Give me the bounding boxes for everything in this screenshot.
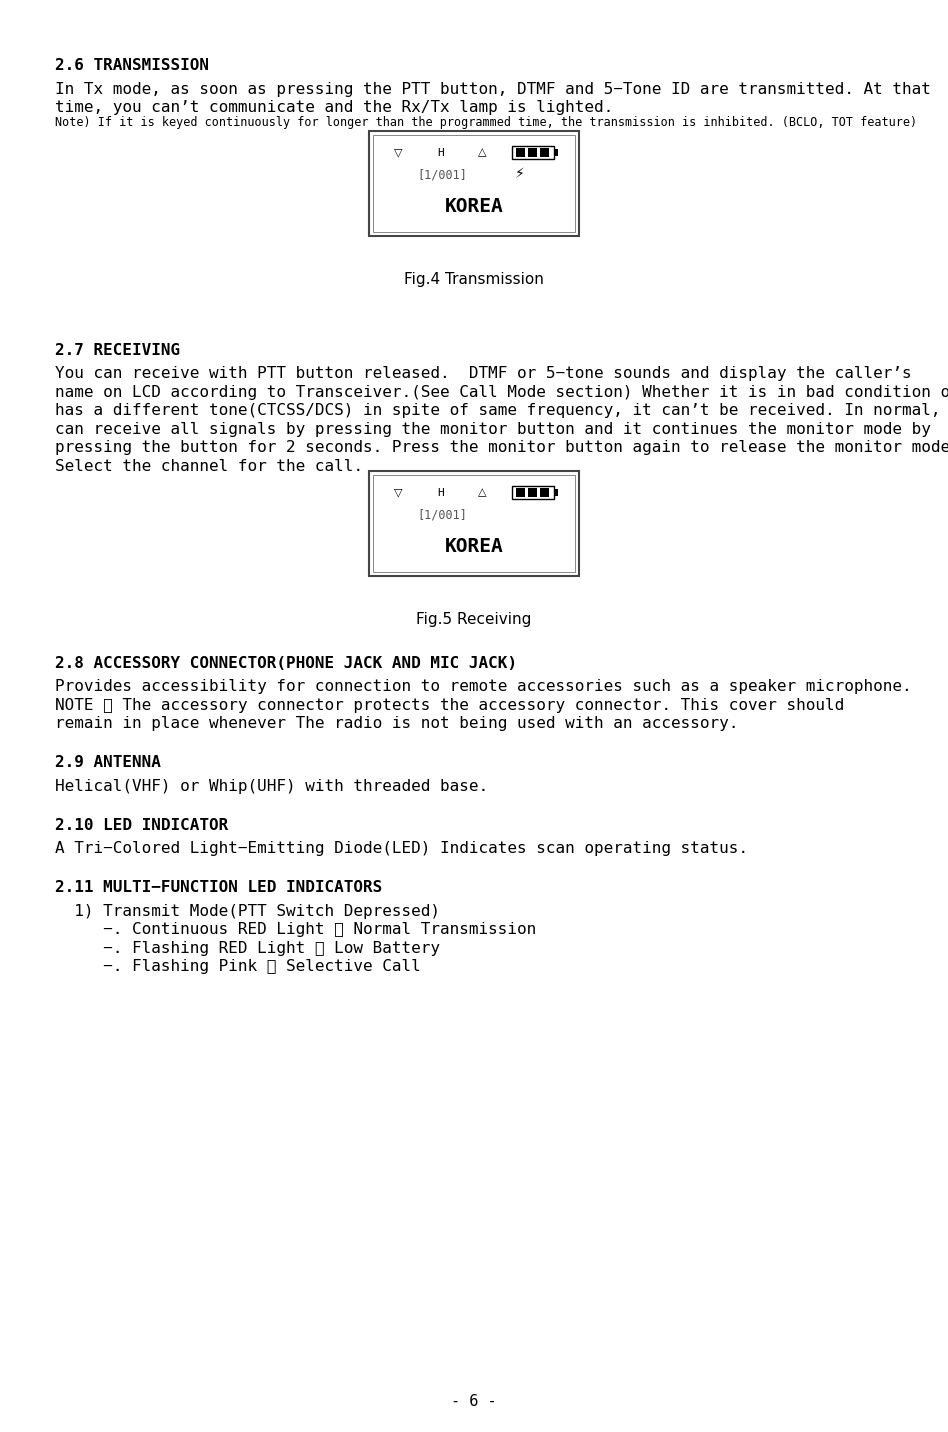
Text: A Tri−Colored Light−Emitting Diode(LED) Indicates scan operating status.: A Tri−Colored Light−Emitting Diode(LED) … bbox=[55, 841, 748, 856]
Text: In Tx mode, as soon as pressing the PTT button, DTMF and 5−Tone ID are transmitt: In Tx mode, as soon as pressing the PTT … bbox=[55, 82, 931, 96]
FancyBboxPatch shape bbox=[539, 488, 549, 497]
Text: remain in place whenever The radio is not being used with an accessory.: remain in place whenever The radio is no… bbox=[55, 716, 738, 730]
Text: 1) Transmit Mode(PTT Switch Depressed): 1) Transmit Mode(PTT Switch Depressed) bbox=[55, 904, 440, 918]
FancyBboxPatch shape bbox=[512, 485, 554, 498]
FancyBboxPatch shape bbox=[554, 488, 557, 495]
Text: NOTE ： The accessory connector protects the accessory connector. This cover shou: NOTE ： The accessory connector protects … bbox=[55, 697, 845, 713]
Text: Helical(VHF) or Whip(UHF) with threaded base.: Helical(VHF) or Whip(UHF) with threaded … bbox=[55, 779, 488, 793]
FancyBboxPatch shape bbox=[528, 488, 537, 497]
Text: time, you can’t communicate and the Rx/Tx lamp is lighted.: time, you can’t communicate and the Rx/T… bbox=[55, 100, 613, 115]
FancyBboxPatch shape bbox=[554, 149, 557, 156]
Text: 2.8 ACCESSORY CONNECTOR(PHONE JACK AND MIC JACK): 2.8 ACCESSORY CONNECTOR(PHONE JACK AND M… bbox=[55, 656, 517, 670]
FancyBboxPatch shape bbox=[369, 130, 579, 235]
Text: △: △ bbox=[478, 487, 486, 497]
Text: KOREA: KOREA bbox=[445, 537, 503, 556]
Text: ▽: ▽ bbox=[394, 147, 403, 158]
Text: △: △ bbox=[478, 147, 486, 158]
Text: −. Continuous RED Light ： Normal Transmission: −. Continuous RED Light ： Normal Transmi… bbox=[55, 922, 537, 937]
FancyBboxPatch shape bbox=[516, 488, 525, 497]
Text: 2.11 MULTI−FUNCTION LED INDICATORS: 2.11 MULTI−FUNCTION LED INDICATORS bbox=[55, 881, 382, 895]
Text: 2.10 LED INDICATOR: 2.10 LED INDICATOR bbox=[55, 818, 228, 832]
Text: 2.9 ANTENNA: 2.9 ANTENNA bbox=[55, 755, 161, 770]
Text: name on LCD according to Transceiver.(See Call Mode section) Whether it is in ba: name on LCD according to Transceiver.(Se… bbox=[55, 385, 948, 400]
Text: Select the channel for the call.: Select the channel for the call. bbox=[55, 458, 363, 474]
Text: - 6 -: - 6 - bbox=[451, 1395, 497, 1409]
Text: H: H bbox=[437, 487, 444, 497]
Text: can receive all signals by pressing the monitor button and it continues the moni: can receive all signals by pressing the … bbox=[55, 421, 931, 437]
Text: pressing the button for 2 seconds. Press the monitor button again to release the: pressing the button for 2 seconds. Press… bbox=[55, 440, 948, 455]
FancyBboxPatch shape bbox=[539, 147, 549, 158]
FancyBboxPatch shape bbox=[516, 147, 525, 158]
Text: Provides accessibility for connection to remote accessories such as a speaker mi: Provides accessibility for connection to… bbox=[55, 679, 912, 695]
Text: [1/001]: [1/001] bbox=[417, 508, 467, 521]
Text: [1/001]: [1/001] bbox=[417, 168, 467, 180]
Text: ▽: ▽ bbox=[394, 487, 403, 497]
Text: Note) If it is keyed continuously for longer than the programmed time, the trans: Note) If it is keyed continuously for lo… bbox=[55, 116, 917, 129]
Text: You can receive with PTT button released.  DTMF or 5−tone sounds and display the: You can receive with PTT button released… bbox=[55, 367, 912, 381]
FancyBboxPatch shape bbox=[528, 147, 537, 158]
Text: 2.6 TRANSMISSION: 2.6 TRANSMISSION bbox=[55, 59, 209, 73]
Text: ⚡: ⚡ bbox=[516, 168, 525, 182]
Text: has a different tone(CTCSS/DCS) in spite of same frequency, it can’t be received: has a different tone(CTCSS/DCS) in spite… bbox=[55, 402, 948, 418]
FancyBboxPatch shape bbox=[369, 471, 579, 576]
FancyBboxPatch shape bbox=[512, 146, 554, 159]
Text: 2.7 RECEIVING: 2.7 RECEIVING bbox=[55, 342, 180, 358]
Text: H: H bbox=[437, 147, 444, 158]
Text: Fig.4 Transmission: Fig.4 Transmission bbox=[404, 272, 544, 286]
Text: KOREA: KOREA bbox=[445, 196, 503, 216]
Text: −. Flashing Pink ： Selective Call: −. Flashing Pink ： Selective Call bbox=[55, 959, 421, 974]
Text: −. Flashing RED Light ： Low Battery: −. Flashing RED Light ： Low Battery bbox=[55, 941, 440, 955]
Text: Fig.5 Receiving: Fig.5 Receiving bbox=[416, 611, 532, 627]
